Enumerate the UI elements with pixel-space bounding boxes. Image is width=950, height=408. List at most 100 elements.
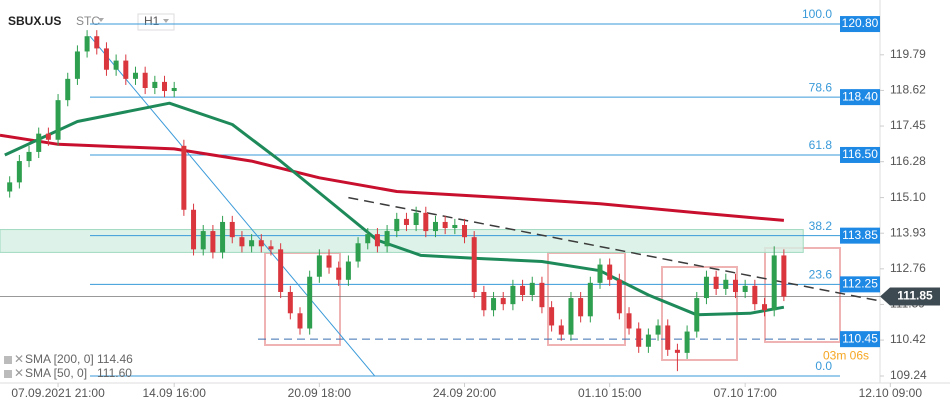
candle-body (258, 240, 264, 247)
fib-level: 78.6 (809, 80, 833, 94)
candle-body (694, 298, 700, 332)
candle-body (471, 237, 477, 292)
candle-body (210, 231, 216, 253)
y-tick-label: 113.93 (890, 225, 926, 239)
price-box (840, 146, 880, 163)
candle-body (249, 240, 255, 247)
candle-body (355, 243, 361, 262)
current-price-box (880, 287, 940, 306)
candle-body (452, 224, 458, 229)
symbol: SBUX.US (8, 14, 61, 28)
dropdown-icon[interactable] (163, 19, 169, 23)
price-box (840, 331, 880, 348)
candle-body (345, 261, 351, 280)
candle-body (7, 182, 13, 192)
candle-body (229, 221, 235, 238)
trendline (89, 35, 375, 377)
x-tick-label: 20.09 18:00 (288, 386, 352, 400)
sma-line (0, 133, 785, 222)
x-tick-label: 01.10 15:00 (578, 386, 642, 400)
candle-body (181, 145, 187, 210)
candle-body (645, 334, 651, 347)
candle-body (94, 36, 100, 49)
candle-body (423, 212, 429, 232)
x-tick-label: 07.10 17:00 (713, 386, 777, 400)
price-label: 120.80 (842, 16, 879, 30)
y-tick-label: 112.76 (890, 261, 926, 275)
candle-body (558, 325, 564, 335)
candle-body (278, 249, 284, 292)
legend-name: SMA [50, 0] (25, 366, 87, 380)
candle-body (394, 218, 400, 232)
candle-body (123, 60, 129, 79)
candle-body (287, 291, 293, 314)
candle-body (674, 349, 680, 353)
candle-body (626, 313, 632, 329)
candle-body (374, 234, 380, 247)
y-tick-label: 117.45 (890, 118, 926, 132)
fib-level: 61.8 (809, 138, 833, 152)
candle-body (723, 279, 729, 289)
timer: 03m 06s (823, 348, 869, 362)
box (547, 252, 626, 346)
candle-body (500, 298, 506, 305)
candle-body (607, 264, 613, 280)
candle-body (74, 51, 80, 79)
candle-body (55, 100, 61, 140)
timeframe[interactable]: H1 (144, 14, 160, 28)
candle-body (403, 218, 409, 225)
y-tick-label: 115.10 (890, 190, 926, 204)
candle-body (568, 298, 574, 335)
y-tick-label: 119.79 (890, 47, 926, 61)
y-tick-label: 110.42 (890, 332, 926, 346)
candle-body (103, 48, 109, 70)
candle-body (703, 276, 709, 299)
price-label: 118.40 (842, 89, 878, 103)
candle-body (713, 276, 719, 289)
price-label: 112.25 (842, 277, 878, 291)
fib-level: 0.0 (815, 359, 832, 373)
candle-body (162, 81, 168, 92)
candle-body (268, 246, 274, 250)
candle-body (752, 285, 758, 305)
source: STC (76, 14, 100, 28)
candle-body (742, 285, 748, 292)
candle-body (336, 267, 342, 280)
price-label: 113.85 (842, 228, 878, 242)
candle-body (307, 276, 313, 329)
candle-body (200, 231, 206, 250)
candle-body (549, 307, 555, 326)
price-label: 116.50 (842, 147, 878, 161)
candle-body (171, 87, 177, 92)
candle-body (297, 313, 303, 329)
candle-body (191, 209, 197, 250)
candle-body (539, 282, 545, 308)
candle-body (762, 304, 768, 311)
candle-body (529, 282, 535, 296)
candle-body (481, 291, 487, 311)
candle-body (684, 331, 690, 353)
candle-body (732, 279, 738, 292)
candle-body (65, 78, 71, 101)
legend-name: SMA [200, 0] (25, 352, 94, 366)
legend-value: 111.60 (97, 366, 132, 380)
candle-body (491, 298, 497, 311)
dropdown-icon[interactable] (98, 18, 104, 22)
candle-body (113, 60, 119, 70)
legend-value: 114.46 (97, 352, 133, 366)
sma-line (4, 101, 785, 317)
fib-level: 23.6 (809, 268, 833, 282)
candle-body (384, 231, 390, 247)
candle-body (520, 285, 526, 296)
candle-body (16, 161, 22, 183)
box (264, 252, 341, 346)
candle-body (45, 133, 51, 140)
candle-body (152, 81, 158, 88)
price-box (840, 16, 880, 33)
candle-body (781, 255, 787, 297)
candle-body (36, 133, 42, 152)
x-tick-label: 12.10 09:00 (859, 386, 923, 400)
timeframe-box[interactable] (137, 13, 175, 31)
